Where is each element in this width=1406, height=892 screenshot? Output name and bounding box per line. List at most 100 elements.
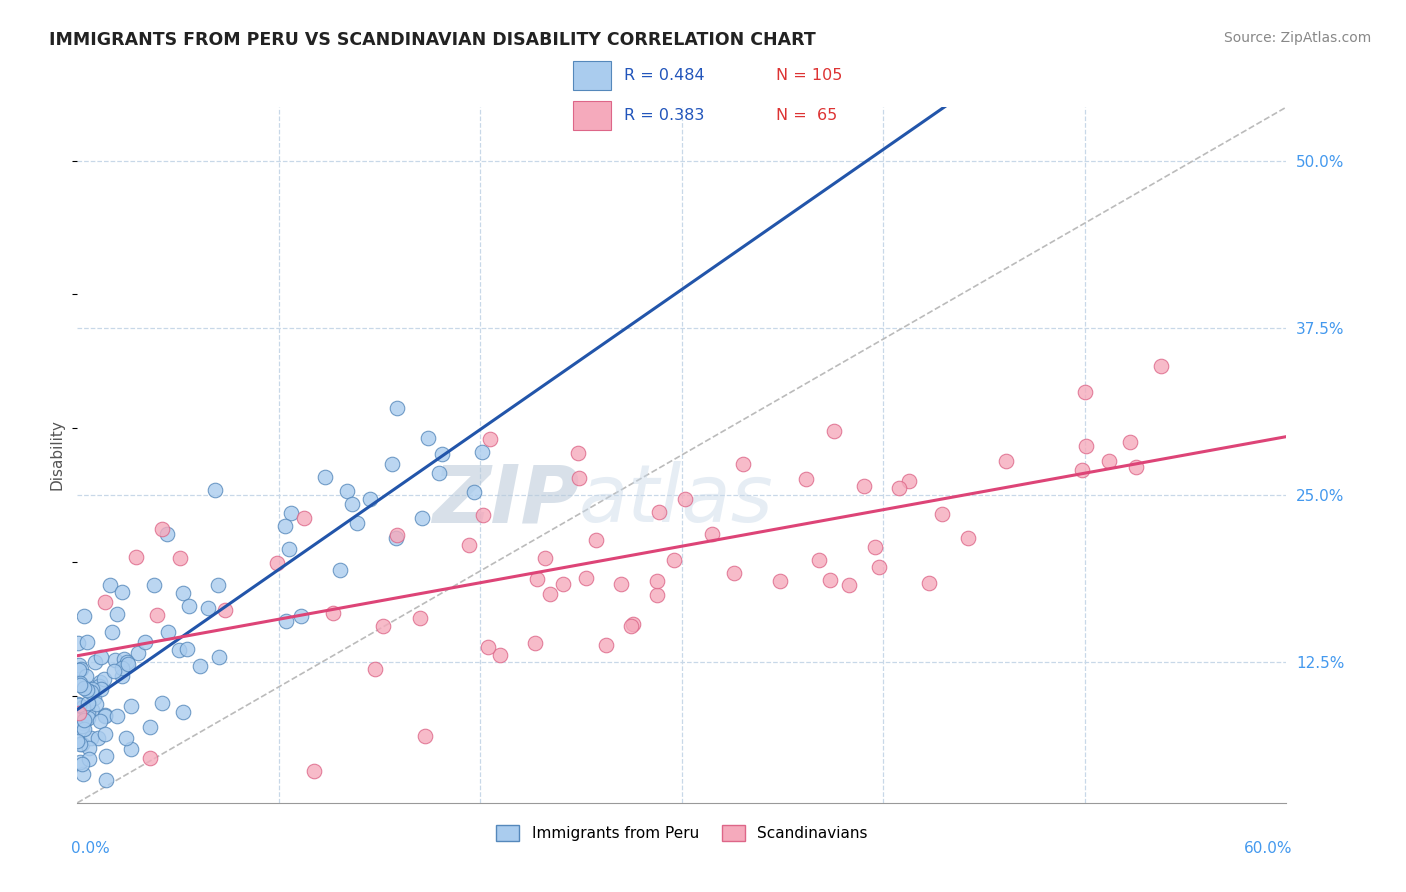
Point	[329, 563, 352, 577]
Text: N = 105: N = 105	[776, 68, 842, 83]
Point	[73, 713, 96, 727]
Text: 0.0%: 0.0%	[72, 841, 110, 856]
Point	[112, 652, 135, 666]
Point	[120, 699, 142, 714]
Point	[76, 634, 98, 648]
Point	[887, 481, 910, 495]
Point	[852, 478, 875, 492]
Point	[176, 641, 198, 656]
Point	[103, 664, 125, 678]
Point	[134, 634, 156, 648]
Point	[80, 731, 103, 745]
Point	[77, 681, 100, 695]
Point	[177, 599, 200, 613]
Point	[76, 683, 98, 698]
Point	[70, 663, 93, 677]
Point	[838, 578, 860, 592]
Point	[72, 723, 94, 737]
Point	[80, 703, 103, 717]
Point	[526, 572, 548, 586]
Point	[77, 741, 100, 756]
Point	[731, 457, 754, 471]
Text: N =  65: N = 65	[776, 108, 837, 123]
Point	[117, 655, 139, 669]
Point	[73, 713, 96, 727]
Point	[373, 619, 395, 633]
Point	[818, 573, 841, 587]
Point	[290, 609, 312, 624]
Point	[322, 607, 344, 621]
Point	[72, 737, 94, 751]
Point	[87, 731, 110, 745]
Point	[101, 625, 124, 640]
Point	[67, 636, 90, 650]
Point	[471, 445, 494, 459]
Point	[647, 587, 669, 601]
Point	[794, 472, 817, 486]
Point	[66, 734, 89, 748]
Legend: Immigrants from Peru, Scandinavians: Immigrants from Peru, Scandinavians	[491, 819, 873, 847]
Point	[172, 586, 194, 600]
Point	[169, 551, 191, 566]
Point	[280, 506, 302, 520]
Point	[553, 577, 575, 591]
Point	[98, 578, 121, 592]
Point	[111, 585, 134, 599]
Point	[125, 549, 148, 564]
Point	[146, 607, 169, 622]
Point	[1074, 439, 1097, 453]
Point	[385, 401, 408, 416]
Point	[72, 722, 94, 736]
Point	[90, 681, 112, 696]
Point	[411, 511, 433, 525]
Point	[700, 526, 723, 541]
Point	[807, 553, 830, 567]
Text: atlas: atlas	[579, 461, 773, 539]
Point	[69, 737, 91, 751]
Point	[1074, 385, 1097, 400]
Point	[93, 672, 115, 686]
Point	[585, 533, 607, 547]
Point	[488, 648, 510, 662]
Point	[868, 559, 890, 574]
Point	[918, 576, 941, 591]
Point	[150, 696, 173, 710]
Point	[471, 508, 494, 522]
Point	[94, 594, 117, 608]
Point	[89, 714, 111, 728]
Point	[1150, 359, 1173, 374]
Point	[167, 643, 190, 657]
Point	[70, 719, 93, 733]
Point	[408, 611, 430, 625]
Point	[995, 454, 1018, 468]
Point	[105, 709, 128, 723]
Point	[77, 697, 100, 711]
Point	[278, 541, 301, 556]
Point	[188, 659, 211, 673]
Point	[723, 566, 745, 580]
Point	[207, 578, 229, 592]
Point	[139, 750, 162, 764]
Point	[314, 470, 336, 484]
Point	[1098, 454, 1121, 468]
Point	[67, 705, 90, 719]
Point	[595, 638, 617, 652]
Point	[274, 614, 297, 628]
Point	[477, 640, 499, 654]
Point	[664, 553, 686, 567]
Point	[621, 616, 644, 631]
Text: Source: ZipAtlas.com: Source: ZipAtlas.com	[1223, 31, 1371, 45]
Point	[1125, 459, 1147, 474]
Point	[115, 731, 138, 746]
Text: ZIP: ZIP	[432, 461, 579, 539]
Point	[94, 749, 117, 764]
Point	[94, 773, 117, 788]
Point	[103, 653, 125, 667]
Point	[385, 527, 408, 541]
Point	[823, 424, 845, 438]
Point	[84, 698, 107, 712]
Point	[197, 601, 219, 615]
Point	[75, 668, 97, 682]
FancyBboxPatch shape	[572, 62, 610, 90]
Point	[427, 466, 450, 480]
